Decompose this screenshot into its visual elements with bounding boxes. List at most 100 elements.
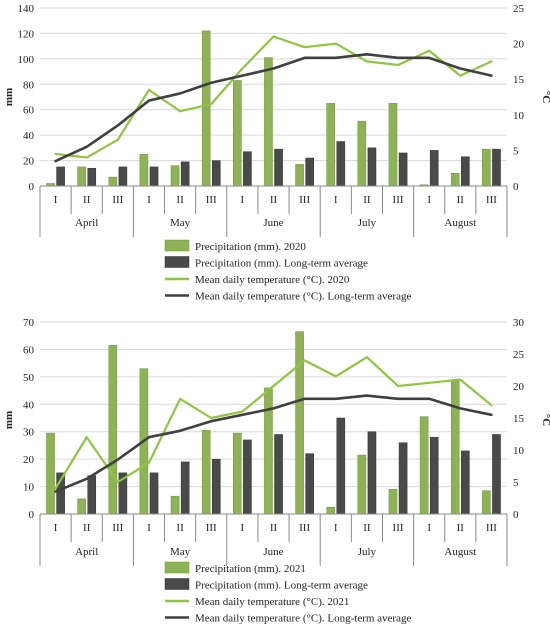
month-label: May — [170, 217, 191, 229]
period-label: II — [176, 194, 184, 206]
bar — [108, 345, 118, 515]
period-label: II — [363, 194, 371, 206]
bar — [461, 156, 470, 187]
bar — [180, 461, 190, 515]
y-tick-label: 140 — [18, 3, 35, 15]
period-label: I — [147, 194, 151, 206]
bar — [243, 151, 252, 187]
period-label: III — [299, 194, 310, 206]
period-label: I — [241, 194, 245, 206]
period-label: III — [393, 194, 404, 206]
bar — [419, 416, 429, 515]
y2-tick-label: 20 — [513, 381, 525, 393]
period-label: I — [334, 522, 338, 534]
y2-tick-label: 0 — [513, 181, 519, 193]
y-tick-label: 0 — [29, 181, 35, 193]
bar — [149, 166, 159, 187]
bar — [336, 141, 346, 187]
legend-label: Precipitation (mm). Long-term average — [195, 580, 368, 592]
bar — [450, 173, 460, 187]
period-label: II — [83, 194, 91, 206]
bar — [243, 439, 252, 515]
period-label: III — [206, 194, 217, 206]
y-tick-label: 70 — [23, 317, 35, 329]
bar — [201, 430, 211, 515]
bar — [326, 506, 336, 515]
legend-swatch — [164, 239, 190, 252]
month-label: July — [358, 217, 377, 229]
y2-tick-label: 5 — [513, 145, 519, 157]
period-label: I — [427, 522, 431, 534]
period-label: I — [147, 522, 151, 534]
bar — [367, 431, 377, 515]
bar — [149, 472, 159, 515]
legend-label: Mean daily temperature (°C). Long-term a… — [195, 613, 411, 625]
y-tick-label: 120 — [18, 28, 35, 40]
legend-swatch — [164, 561, 190, 574]
bar — [118, 166, 128, 187]
period-label: II — [270, 194, 278, 206]
legend-swatch — [164, 256, 190, 268]
y2-tick-label: 15 — [513, 74, 525, 86]
period-label: II — [270, 522, 278, 534]
bar — [492, 434, 501, 515]
bar — [180, 161, 190, 187]
legend-label: Precipitation (mm). 2020 — [195, 241, 306, 253]
period-label: III — [112, 522, 123, 534]
bar — [482, 148, 491, 187]
temperature-line-average — [54, 52, 493, 163]
bar — [211, 160, 221, 187]
period-label: III — [299, 522, 310, 534]
bar — [461, 450, 470, 515]
legend-swatch — [164, 578, 190, 590]
month-label: July — [358, 546, 377, 558]
y-tick-label: 0 — [29, 509, 35, 521]
period-label: I — [54, 194, 58, 206]
period-label: III — [112, 194, 123, 206]
period-label: II — [83, 522, 91, 534]
bar — [56, 166, 65, 187]
bar — [398, 152, 408, 187]
y2-tick-label: 10 — [513, 110, 525, 122]
period-label: III — [486, 522, 497, 534]
bar — [388, 489, 398, 515]
y2-tick-label: 15 — [513, 413, 525, 425]
bar — [295, 164, 304, 187]
temperature-line-average — [54, 394, 493, 493]
y-axis-label: mm — [3, 411, 15, 429]
y-tick-label: 40 — [23, 399, 35, 411]
y-tick-label: 50 — [23, 372, 35, 384]
bar — [305, 157, 314, 187]
legend-label: Mean daily temperature (°C). 2020 — [195, 274, 350, 286]
bar — [336, 417, 346, 515]
period-label: I — [334, 194, 338, 206]
bar — [357, 454, 367, 515]
bar — [233, 80, 242, 187]
y2-tick-label: 25 — [513, 3, 525, 15]
y2-tick-label: 25 — [513, 349, 525, 361]
bar — [295, 331, 304, 515]
y2-tick-label: 10 — [513, 445, 525, 457]
period-label: II — [457, 194, 465, 206]
bar — [77, 166, 86, 187]
y2-tick-label: 30 — [513, 317, 525, 329]
y-tick-label: 20 — [23, 156, 35, 168]
bar — [326, 103, 336, 187]
legend-label: Precipitation (mm). Long-term average — [195, 258, 368, 270]
bar — [367, 147, 377, 187]
period-label: I — [54, 522, 58, 534]
legend-label: Precipitation (mm). 2021 — [195, 563, 306, 575]
period-label: II — [363, 522, 371, 534]
bar — [87, 167, 97, 187]
y-tick-label: 20 — [23, 454, 35, 466]
y-tick-label: 60 — [23, 105, 35, 117]
bar — [139, 153, 149, 187]
month-label: August — [444, 546, 476, 558]
bar — [357, 120, 367, 187]
y-axis-label: mm — [3, 88, 15, 106]
bar — [264, 57, 273, 187]
y-tick-label: 100 — [18, 54, 35, 66]
y2-tick-label: 0 — [513, 509, 519, 521]
